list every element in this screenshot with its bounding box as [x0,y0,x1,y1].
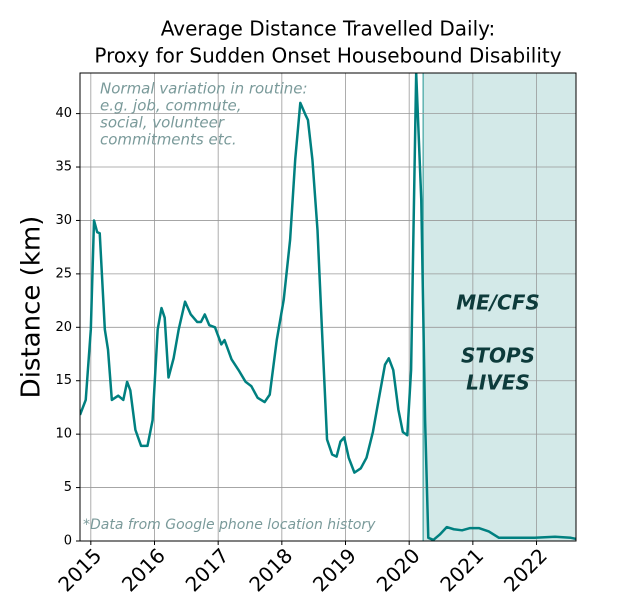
y-tick-label: 10 [55,427,72,442]
annotation: social, volunteer [100,114,225,132]
x-tick-label: 2021 [435,543,488,596]
highlight-label: STOPS [461,344,535,368]
y-tick-label: 5 [64,480,72,495]
y-tick-label: 25 [55,266,72,281]
x-tick-label: 2018 [244,543,297,596]
highlight-label: ME/CFS [456,291,540,315]
y-tick-label: 30 [55,213,72,228]
x-tick-label: 2016 [117,543,170,596]
x-tick-label: 2015 [53,543,106,596]
annotation: e.g. job, commute, [100,97,242,115]
y-tick-label: 0 [64,534,72,549]
line [80,73,576,541]
x-tick-label: 2020 [372,543,425,596]
annotation: Normal variation in routine: [100,80,308,98]
x-tick-label: 2017 [181,543,234,596]
highlight-label: LIVES [466,371,530,395]
highlight-region [423,73,576,541]
x-tick-label: 2022 [499,543,552,596]
y-tick-label: 35 [55,160,72,175]
y-tick-label: 40 [55,106,72,121]
y-tick-label: 15 [55,373,72,388]
annotation: commitments etc. [100,131,237,149]
plot-frame [79,72,577,542]
y-tick-label: 20 [55,320,72,335]
footnote: *Data from Google phone location history [83,517,376,533]
chart-title: Proxy for Sudden Onset Housebound Disabi… [94,44,561,68]
y-axis-label: Distance (km) [17,216,47,399]
chart-title: Average Distance Travelled Daily: [161,17,496,41]
x-tick-label: 2019 [308,543,361,596]
